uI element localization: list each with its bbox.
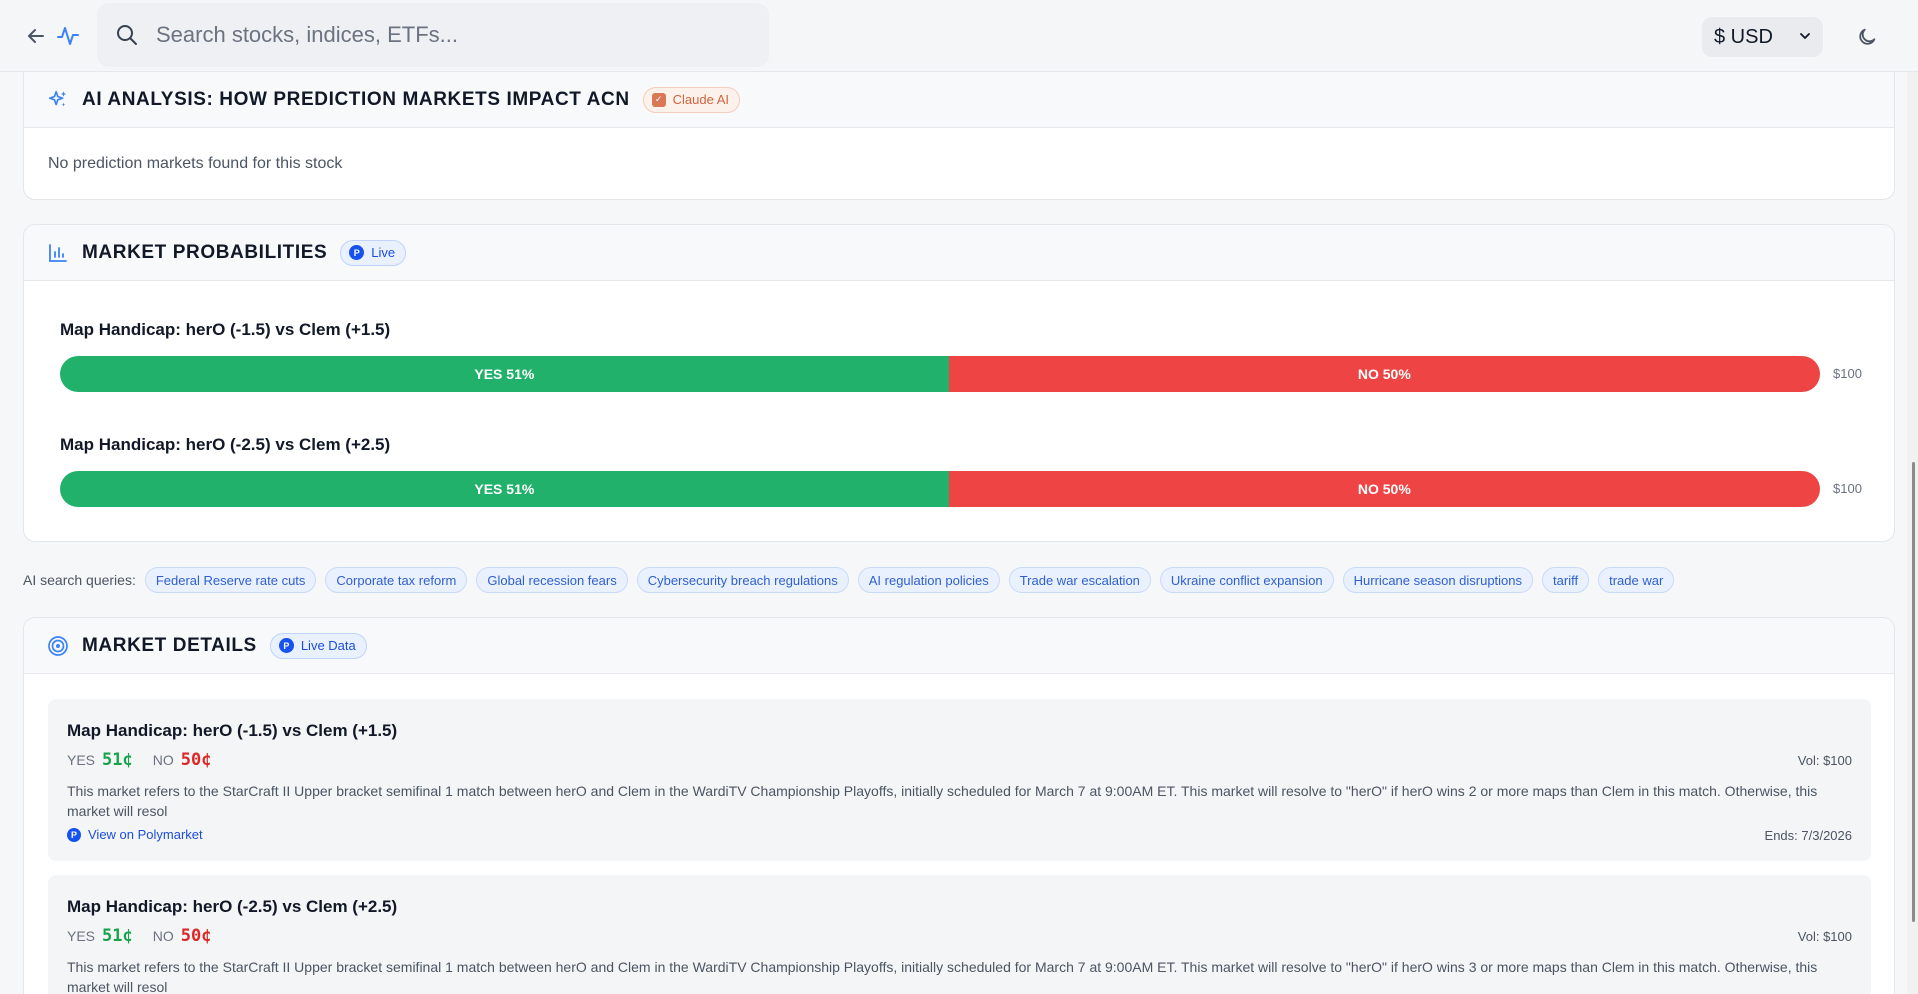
market-description: This market refers to the StarCraft II U… xyxy=(67,783,1818,819)
probability-volume: $100 xyxy=(1833,481,1862,496)
top-bar: $ USD xyxy=(0,0,1918,72)
market-detail-item: Map Handicap: herO (-1.5) vs Clem (+1.5)… xyxy=(48,699,1871,861)
market-detail-title: Map Handicap: herO (-2.5) vs Clem (+2.5) xyxy=(67,897,398,916)
view-on-polymarket-link[interactable]: P View on Polymarket xyxy=(67,827,203,842)
yes-segment: YES 51% xyxy=(60,471,949,507)
polymarket-icon: P xyxy=(67,827,81,842)
market-volume: Vol: $100 xyxy=(1797,929,1852,944)
probability-bar: YES 51% NO 50% xyxy=(60,356,1820,392)
query-chip[interactable]: Hurricane season disruptions xyxy=(1342,567,1534,593)
market-probabilities-title: MARKET PROBABILITIES xyxy=(82,241,328,263)
probability-bar: YES 51% NO 50% xyxy=(60,471,1820,507)
market-probabilities-card: MARKET PROBABILITIES P Live Map Handicap… xyxy=(23,224,1895,542)
market-probabilities-header: MARKET PROBABILITIES P Live xyxy=(24,225,1894,281)
ai-search-queries: AI search queries: Federal Reserve rate … xyxy=(23,566,1683,594)
market-description: This market refers to the StarCraft II U… xyxy=(67,959,1818,994)
currency-select[interactable]: $ USD xyxy=(1702,17,1823,57)
live-badge: P Live xyxy=(340,239,407,266)
market-prices: YES 51¢ NO 50¢ xyxy=(67,750,211,770)
market-details-header: MARKET DETAILS P Live Data xyxy=(24,618,1894,674)
target-icon xyxy=(46,634,70,658)
view-on-polymarket-label: View on Polymarket xyxy=(88,827,203,842)
no-price: 50¢ xyxy=(180,750,212,770)
no-segment: NO 50% xyxy=(948,471,1820,507)
bar-chart-icon xyxy=(46,241,70,265)
market-detail-item: Map Handicap: herO (-2.5) vs Clem (+2.5)… xyxy=(48,875,1871,994)
no-segment: NO 50% xyxy=(948,356,1820,392)
query-chip[interactable]: tariff xyxy=(1542,567,1590,593)
yes-label: YES xyxy=(67,928,96,944)
chevron-down-icon xyxy=(1800,33,1810,39)
probability-row: Map Handicap: herO (-2.5) vs Clem (+2.5)… xyxy=(60,435,1870,507)
probability-volume: $100 xyxy=(1833,366,1862,381)
polymarket-icon: P xyxy=(349,245,365,260)
activity-icon xyxy=(57,27,79,45)
queries-label: AI search queries: xyxy=(23,572,136,588)
search-input[interactable] xyxy=(156,22,716,48)
claude-ai-badge: ✓ Claude AI xyxy=(642,86,741,113)
polymarket-icon: P xyxy=(278,638,294,653)
no-price: 50¢ xyxy=(180,926,212,946)
query-chip[interactable]: AI regulation policies xyxy=(857,567,1000,593)
market-details-card: MARKET DETAILS P Live Data Map Handicap:… xyxy=(23,617,1895,994)
yes-label: YES xyxy=(67,752,96,768)
query-chip[interactable]: Corporate tax reform xyxy=(325,567,468,593)
claude-logo-icon: ✓ xyxy=(651,92,666,107)
no-markets-message: No prediction markets found for this sto… xyxy=(48,155,343,172)
theme-toggle-button[interactable] xyxy=(1852,22,1882,52)
no-label: NO xyxy=(152,928,174,944)
query-chip[interactable]: Global recession fears xyxy=(476,567,628,593)
yes-price: 51¢ xyxy=(102,926,133,946)
scrollbar-thumb[interactable] xyxy=(1912,462,1915,922)
market-volume: Vol: $100 xyxy=(1797,753,1852,768)
claude-ai-badge-label: Claude AI xyxy=(672,92,730,107)
currency-value: $ USD xyxy=(1714,25,1773,48)
no-label: NO xyxy=(152,752,174,768)
search-box xyxy=(97,3,769,67)
search-icon xyxy=(114,22,140,48)
arrow-left-icon xyxy=(28,29,44,43)
market-detail-title: Map Handicap: herO (-1.5) vs Clem (+1.5) xyxy=(67,721,398,740)
query-chip[interactable]: Cybersecurity breach regulations xyxy=(636,567,849,593)
live-data-badge-label: Live Data xyxy=(300,638,356,653)
query-chip[interactable]: Trade war escalation xyxy=(1008,567,1151,593)
yes-price: 51¢ xyxy=(102,750,133,770)
probability-market-title: Map Handicap: herO (-1.5) vs Clem (+1.5) xyxy=(60,320,391,339)
query-chip[interactable]: Federal Reserve rate cuts xyxy=(144,567,317,593)
probability-market-title: Map Handicap: herO (-2.5) vs Clem (+2.5) xyxy=(60,435,391,454)
query-chip[interactable]: trade war xyxy=(1598,567,1675,593)
live-data-badge: P Live Data xyxy=(269,632,367,659)
sparkles-icon xyxy=(46,88,70,112)
ai-analysis-title: AI ANALYSIS: HOW PREDICTION MARKETS IMPA… xyxy=(82,88,630,110)
activity-button[interactable] xyxy=(54,22,82,50)
query-chip[interactable]: Ukraine conflict expansion xyxy=(1159,567,1334,593)
market-details-title: MARKET DETAILS xyxy=(82,634,257,656)
back-button[interactable] xyxy=(22,22,50,50)
live-badge-label: Live xyxy=(371,245,396,260)
probability-row: Map Handicap: herO (-1.5) vs Clem (+1.5)… xyxy=(60,320,1870,392)
moon-icon xyxy=(1859,28,1876,45)
market-end-date: Ends: 7/3/2026 xyxy=(1764,828,1852,843)
yes-segment: YES 51% xyxy=(60,356,949,392)
market-prices: YES 51¢ NO 50¢ xyxy=(67,926,211,946)
